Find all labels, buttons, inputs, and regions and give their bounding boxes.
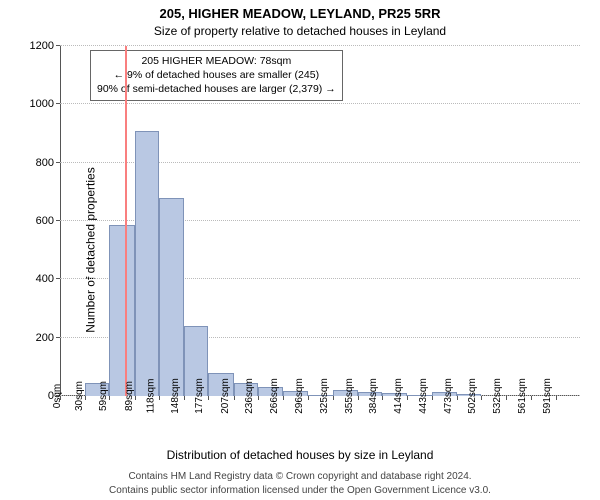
- x-tick-mark: [556, 396, 557, 400]
- footer-licence: Contains public sector information licen…: [0, 485, 600, 496]
- x-tick-label: 443sqm: [414, 378, 429, 414]
- histogram-bar: [109, 225, 134, 396]
- annotation-box: 205 HIGHER MEADOW: 78sqm ← 9% of detache…: [90, 50, 343, 101]
- x-tick-label: 118sqm: [142, 379, 157, 414]
- annotation-line1: 205 HIGHER MEADOW: 78sqm: [97, 54, 336, 68]
- x-tick-label: 30sqm: [70, 381, 85, 411]
- x-tick-mark: [208, 396, 209, 400]
- histogram-bar: [135, 131, 159, 396]
- x-tick-label: 59sqm: [94, 381, 109, 411]
- x-tick-label: 414sqm: [389, 378, 404, 414]
- y-tick-label: 400: [36, 273, 60, 285]
- y-axis-line: [60, 46, 61, 396]
- x-tick-label: 532sqm: [488, 378, 503, 414]
- y-tick-label: 200: [36, 332, 60, 344]
- x-tick-label: 266sqm: [265, 378, 280, 414]
- histogram-bar: [159, 198, 184, 396]
- x-tick-mark: [85, 396, 86, 400]
- x-tick-label: 384sqm: [364, 378, 379, 414]
- x-tick-label: 355sqm: [340, 378, 355, 414]
- x-tick-label: 473sqm: [439, 378, 454, 414]
- footer-copyright: Contains HM Land Registry data © Crown c…: [0, 471, 600, 482]
- x-tick-label: 236sqm: [240, 378, 255, 414]
- x-tick-label: 89sqm: [120, 381, 135, 411]
- x-tick-mark: [358, 396, 359, 400]
- plot-area: 205 HIGHER MEADOW: 78sqm ← 9% of detache…: [60, 46, 580, 396]
- x-tick-mark: [531, 396, 532, 400]
- x-tick-mark: [333, 396, 334, 400]
- x-tick-label: 0sqm: [48, 384, 63, 408]
- x-axis-label: Distribution of detached houses by size …: [0, 448, 600, 462]
- y-tick-label: 800: [36, 157, 60, 169]
- chart-title-address: 205, HIGHER MEADOW, LEYLAND, PR25 5RR: [0, 6, 600, 21]
- x-tick-mark: [457, 396, 458, 400]
- x-tick-mark: [234, 396, 235, 400]
- grid-line: [60, 103, 580, 104]
- property-size-chart: 205, HIGHER MEADOW, LEYLAND, PR25 5RR Si…: [0, 0, 600, 500]
- x-tick-mark: [432, 396, 433, 400]
- x-tick-mark: [184, 396, 185, 400]
- x-tick-label: 296sqm: [290, 378, 305, 414]
- x-tick-label: 502sqm: [463, 378, 478, 414]
- x-tick-label: 177sqm: [191, 378, 206, 414]
- x-tick-mark: [283, 396, 284, 400]
- grid-line: [60, 45, 580, 46]
- x-tick-label: 561sqm: [513, 378, 528, 414]
- x-tick-mark: [109, 396, 110, 400]
- chart-subtitle: Size of property relative to detached ho…: [0, 24, 600, 38]
- y-tick-label: 1200: [30, 40, 60, 52]
- x-tick-mark: [506, 396, 507, 400]
- y-tick-label: 600: [36, 215, 60, 227]
- x-tick-mark: [308, 396, 309, 400]
- x-tick-mark: [382, 396, 383, 400]
- x-tick-mark: [481, 396, 482, 400]
- property-marker-line: [125, 46, 127, 396]
- x-tick-label: 148sqm: [166, 378, 181, 414]
- x-tick-label: 591sqm: [538, 378, 553, 414]
- y-tick-label: 1000: [30, 98, 60, 110]
- x-tick-label: 325sqm: [315, 378, 330, 414]
- x-tick-mark: [258, 396, 259, 400]
- x-tick-mark: [407, 396, 408, 400]
- x-tick-mark: [159, 396, 160, 400]
- annotation-line2: ← 9% of detached houses are smaller (245…: [97, 68, 336, 82]
- x-tick-label: 207sqm: [216, 378, 231, 414]
- annotation-line3: 90% of semi-detached houses are larger (…: [97, 82, 336, 96]
